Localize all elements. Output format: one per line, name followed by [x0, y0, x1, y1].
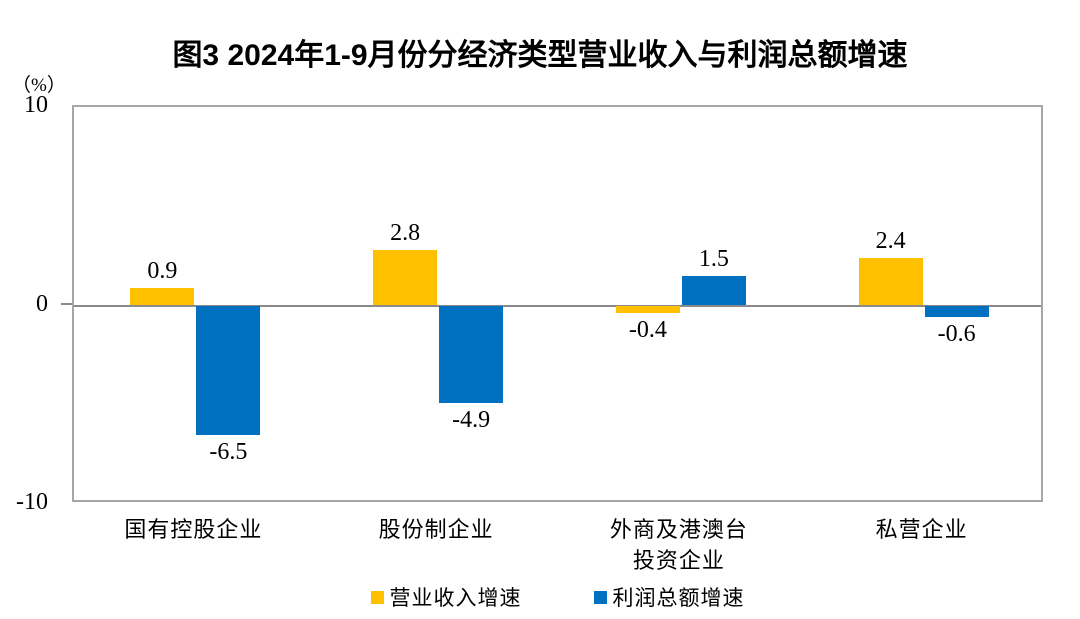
y-axis-tick-mark [61, 302, 72, 305]
y-axis-tick-label: 0 [36, 290, 48, 317]
bar-value-label: -6.5 [209, 438, 248, 465]
bar-profit [924, 305, 989, 318]
y-axis-unit-label: （%） [12, 75, 66, 96]
zero-baseline [74, 304, 1041, 307]
legend-swatch-icon [593, 590, 607, 604]
bar-value-label: 2.4 [875, 227, 906, 254]
bar-value-label: 2.8 [390, 219, 421, 246]
legend-item-revenue: 营业收入增速 [370, 582, 522, 612]
y-axis: 10 0 -10 [0, 0, 72, 619]
bar-profit [439, 305, 504, 403]
legend-label: 营业收入增速 [389, 586, 522, 610]
bar-value-label: -0.6 [937, 321, 976, 348]
x-axis-category-label: 私营企业 [875, 517, 968, 542]
chart-title: 图3 2024年1-9月份分经济类型营业收入与利润总额增速 [172, 39, 908, 72]
bar-value-label: 0.9 [147, 257, 178, 284]
chart-legend: 营业收入增速 利润总额增速 [72, 582, 1043, 612]
bar-value-label: -4.9 [452, 406, 491, 433]
bar-profit [196, 305, 261, 435]
y-axis-tick-label: -10 [16, 489, 48, 515]
legend-swatch-icon [370, 590, 384, 604]
bar-revenue [615, 305, 680, 314]
legend-label: 利润总额增速 [612, 586, 745, 610]
x-axis-category-label: 股份制企业 [378, 517, 494, 542]
bar-value-label: 1.5 [698, 245, 729, 272]
bar-profit [681, 275, 746, 306]
bar-revenue [130, 287, 195, 306]
x-axis-labels: 国有控股企业 股份制企业 外商及港澳台 投资企业 私营企业 [72, 514, 1043, 578]
legend-item-profit: 利润总额增速 [593, 582, 745, 612]
y-axis-tick-label: 10 [24, 92, 48, 118]
bar-value-label: -0.4 [628, 317, 667, 344]
bar-revenue [373, 249, 438, 306]
bar-revenue [858, 257, 923, 306]
x-axis-category-label: 外商及港澳台 投资企业 [609, 517, 748, 573]
x-axis-category-label: 国有控股企业 [124, 517, 263, 542]
plot-area: 0.9 -6.5 2.8 -4.9 -0.4 1.5 2.4 -0.6 [72, 105, 1043, 502]
